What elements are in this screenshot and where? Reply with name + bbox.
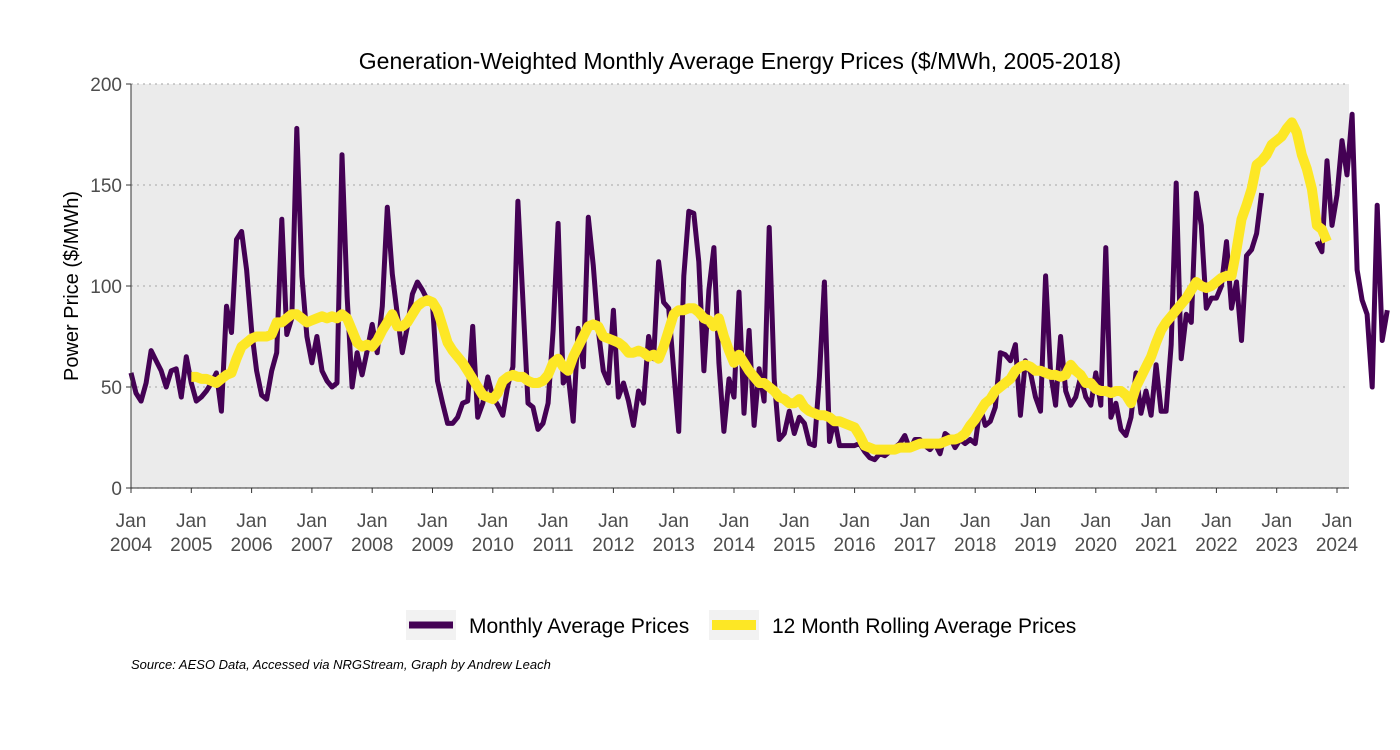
x-tick-label-month: Jan [1080, 511, 1111, 532]
axes: 0 50 100 150 200 Jan 2004 Jan 2005 Jan 2006 Jan 2007… [90, 75, 1358, 556]
x-tick-label-month: Jan [538, 511, 569, 532]
x-tick-label-month: Jan [1141, 511, 1172, 532]
x-tick-label-year: 2004 [110, 535, 153, 556]
x-tick-label-month: Jan [236, 511, 267, 532]
legend-label: 12 Month Rolling Average Prices [772, 615, 1076, 638]
x-tick-label-month: Jan [658, 511, 689, 532]
x-tick-label-month: Jan [116, 511, 147, 532]
legend-label: Monthly Average Prices [469, 615, 689, 638]
x-tick-label-month: Jan [417, 511, 448, 532]
x-tick-label-year: 2013 [653, 535, 695, 556]
y-tick-label: 200 [90, 75, 122, 96]
x-tick-label-month: Jan [297, 511, 328, 532]
series-line-monthly [128, 111, 1390, 463]
x-tick-label-month: Jan [1261, 511, 1292, 532]
y-tick-label: 150 [90, 176, 122, 197]
series-line-rolling [191, 117, 1332, 455]
x-tick-label-year: 2021 [1135, 535, 1177, 556]
legend-item-rolling: 12 Month Rolling Average Prices [709, 610, 1076, 640]
x-tick-label-year: 2019 [1014, 535, 1056, 556]
legend: Monthly Average Prices 12 Month Rolling A… [406, 610, 1076, 640]
x-tick-label-month: Jan [719, 511, 750, 532]
x-tick-label-month: Jan [839, 511, 870, 532]
x-tick-label-year: 2023 [1256, 535, 1298, 556]
y-tick-label: 0 [111, 479, 122, 500]
x-tick-label-year: 2014 [713, 535, 756, 556]
x-tick-label-month: Jan [176, 511, 207, 532]
x-tick-label-month: Jan [1020, 511, 1051, 532]
series-layer [128, 111, 1390, 463]
chart-title: Generation-Weighted Monthly Average Ener… [359, 48, 1121, 74]
x-tick-label-month: Jan [900, 511, 931, 532]
x-tick-label-month: Jan [357, 511, 388, 532]
x-tick-label-year: 2005 [170, 535, 212, 556]
x-tick-label-year: 2022 [1195, 535, 1237, 556]
source-caption: Source: AESO Data, Accessed via NRGStrea… [131, 657, 551, 672]
x-tick-label-year: 2008 [351, 535, 393, 556]
y-tick-label: 50 [101, 378, 122, 399]
x-tick-label-year: 2012 [592, 535, 634, 556]
x-tick-label-month: Jan [1201, 511, 1232, 532]
x-tick-label-year: 2020 [1075, 535, 1117, 556]
y-axis-title: Power Price ($/MWh) [61, 191, 83, 381]
x-tick-label-month: Jan [1322, 511, 1353, 532]
x-tick-label-year: 2011 [533, 535, 574, 556]
plot-panel [131, 84, 1349, 488]
legend-item-monthly: Monthly Average Prices [406, 610, 689, 640]
x-tick-label-month: Jan [779, 511, 810, 532]
x-tick-label-year: 2015 [773, 535, 815, 556]
x-tick-label-year: 2010 [472, 535, 514, 556]
x-tick-label-year: 2006 [230, 535, 272, 556]
x-tick-label-month: Jan [598, 511, 629, 532]
x-tick-label-month: Jan [960, 511, 991, 532]
x-tick-label-month: Jan [477, 511, 508, 532]
x-tick-label-year: 2007 [291, 535, 333, 556]
x-tick-label-year: 2016 [833, 535, 875, 556]
y-tick-label: 100 [90, 277, 122, 298]
x-tick-label-year: 2024 [1316, 535, 1359, 556]
x-tick-label-year: 2017 [894, 535, 936, 556]
x-tick-label-year: 2009 [411, 535, 453, 556]
x-tick-label-year: 2018 [954, 535, 996, 556]
